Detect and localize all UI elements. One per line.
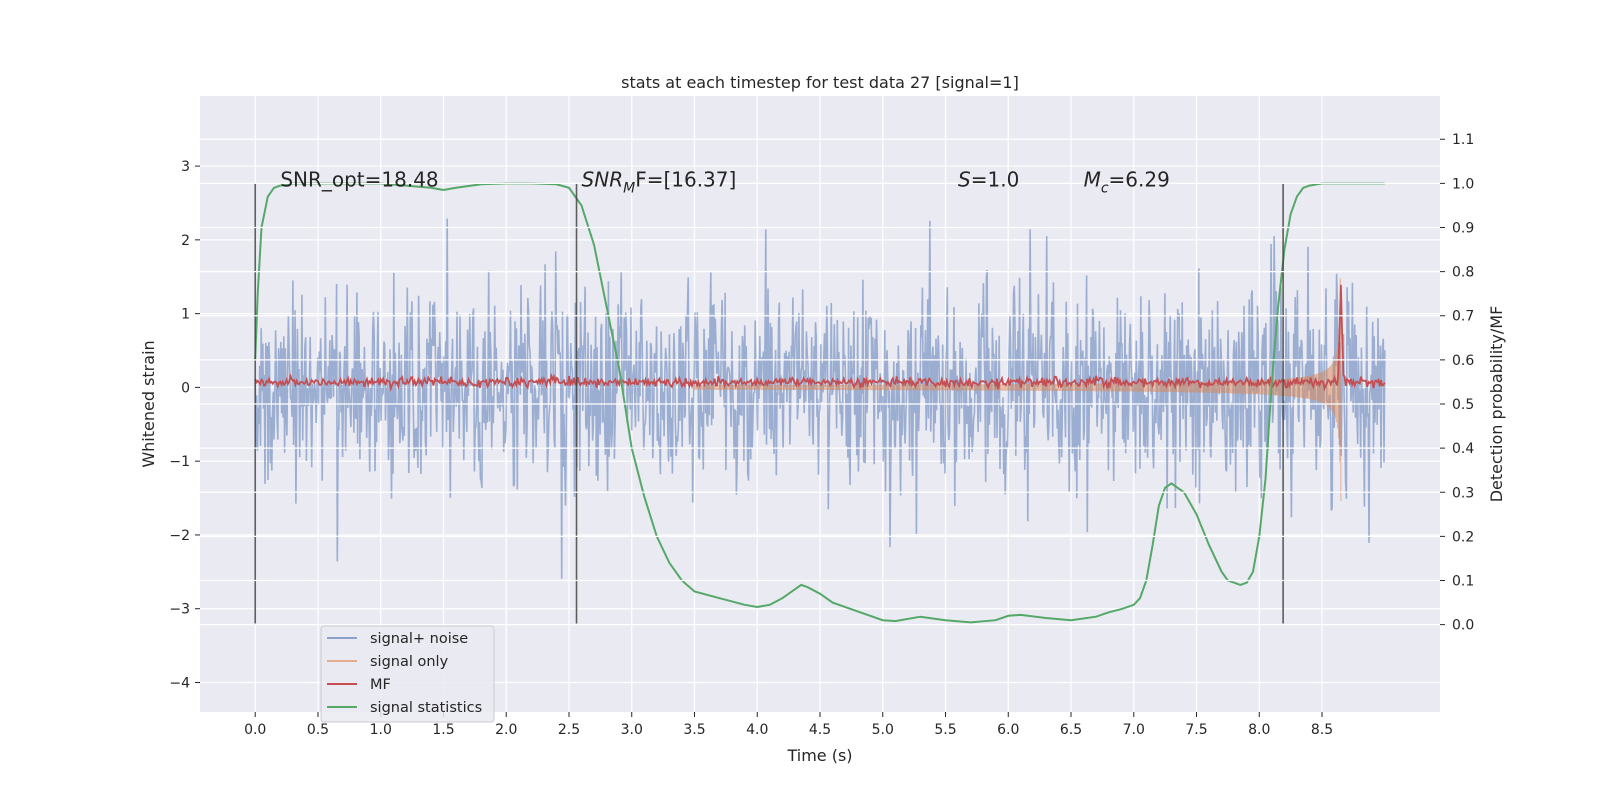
y-tick-label: −4 [169, 675, 190, 691]
x-tick-label: 3.5 [683, 722, 705, 738]
x-tick-label: 2.0 [495, 722, 517, 738]
y-tick-label: −2 [169, 528, 190, 544]
x-tick-label: 1.0 [370, 722, 392, 738]
y2-tick-label: 0.4 [1452, 441, 1474, 457]
annotation-symbol: SNR [582, 168, 624, 192]
legend-label-signal-noise: signal+ noise [370, 631, 468, 647]
x-tick-label: 0.0 [244, 722, 266, 738]
y-tick-label: −1 [169, 454, 190, 470]
x-tick-label: 6.5 [1060, 722, 1082, 738]
y-tick-label: 2 [181, 233, 190, 249]
x-tick-label: 8.5 [1311, 722, 1333, 738]
x-tick-label: 4.5 [809, 722, 831, 738]
legend-label-signal-only: signal only [370, 654, 449, 670]
legend: signal+ noise signal only MF signal stat… [320, 625, 495, 723]
x-tick-label: 5.5 [934, 722, 956, 738]
y2-tick-label: 0.8 [1452, 265, 1474, 281]
annotation-value: =6.29 [1109, 168, 1170, 192]
annotations: SNR_opt=18.48 SNRMF=[16.37] S=1.0 Mc=6.29 [280, 168, 1170, 197]
annotation-2: S=1.0 [958, 168, 1019, 192]
annotation-3: Mc=6.29 [1084, 168, 1170, 197]
series-signal-only [693, 278, 1342, 502]
annotation-value: =1.0 [971, 168, 1020, 192]
x-tick-label: 3.0 [621, 722, 643, 738]
y2-tick-label: 0.5 [1452, 397, 1474, 413]
x-tick-label: 2.5 [558, 722, 580, 738]
y-tick-label: −3 [169, 602, 190, 618]
y2-tick-label: 0.3 [1452, 485, 1474, 501]
y-tick-label: 1 [181, 307, 190, 323]
legend-box [320, 625, 495, 723]
legend-label-signal-statistics: signal statistics [370, 700, 482, 716]
annotation-symbol: S [958, 168, 971, 192]
y2-tick-label: 0.0 [1452, 618, 1474, 634]
annotation-value: F=[16.37] [635, 168, 736, 192]
x-tick-label: 4.0 [746, 722, 768, 738]
x-tick-label: 0.5 [307, 722, 329, 738]
y2-tick-label: 0.9 [1452, 220, 1474, 236]
y2-tick-label: 1.0 [1452, 176, 1474, 192]
annotation-1: SNRMF=[16.37] [582, 168, 737, 197]
chart-title: stats at each timestep for test data 27 … [621, 73, 1019, 92]
x-tick-label: 5.0 [872, 722, 894, 738]
axes: 0.0 0.5 1.0 1.5 2.0 2.5 3.0 3.5 4.0 4.5 5.0 5.5 6.0 6… [169, 132, 1474, 738]
y2-tick-label: 0.6 [1452, 353, 1474, 369]
x-tick-label: 7.0 [1123, 722, 1145, 738]
annotation-0: SNR_opt=18.48 [280, 168, 438, 192]
legend-label-mf: MF [370, 677, 391, 693]
series-signal-noise [254, 218, 1386, 579]
y2-tick-label: 0.1 [1452, 574, 1474, 590]
series-mf [254, 284, 1386, 392]
y-tick-label: 0 [181, 380, 190, 396]
x-tick-label: 7.5 [1185, 722, 1207, 738]
y-tick-label: 3 [181, 159, 190, 175]
plot-area [254, 182, 1386, 624]
x-axis-label: Time (s) [786, 746, 852, 765]
annotation-subscript: c [1101, 181, 1109, 197]
series-signal-statistics [254, 182, 1385, 624]
annotation-symbol: M [1084, 168, 1101, 192]
y2-axis-label: Detection probability/MF [1487, 306, 1506, 503]
x-tick-label: 6.0 [997, 722, 1019, 738]
overlays [200, 138, 1440, 626]
y2-tick-label: 0.2 [1452, 529, 1474, 545]
y2-tick-label: 0.7 [1452, 309, 1474, 325]
x-tick-label: 1.5 [432, 722, 454, 738]
y-axis-label: Whitened strain [139, 340, 158, 467]
y2-tick-label: 1.1 [1452, 132, 1474, 148]
x-tick-label: 8.0 [1248, 722, 1270, 738]
annotation-subscript: M [623, 181, 635, 197]
